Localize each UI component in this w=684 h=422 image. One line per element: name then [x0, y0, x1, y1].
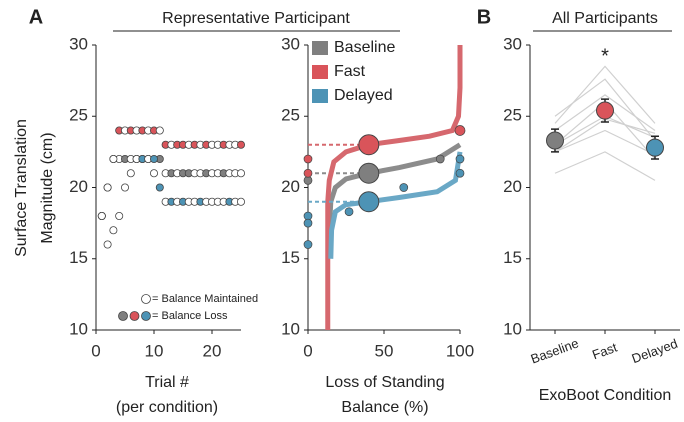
trial-point [103, 183, 112, 192]
level-point [303, 240, 313, 249]
level-point [303, 154, 313, 164]
threshold-point [358, 162, 380, 184]
x-axis-label: ExoBoot Condition [539, 387, 672, 404]
trial-point [149, 169, 158, 178]
legend-swatch [312, 41, 328, 55]
participant-line [554, 151, 656, 181]
legend-swatch [312, 65, 328, 79]
y-tick-label: 15 [69, 248, 88, 267]
y-tick-label: 15 [503, 248, 522, 267]
x-tick-label: Fast [590, 339, 619, 362]
trial-point [121, 183, 130, 192]
panel-title: Representative Participant [162, 10, 350, 27]
y-axis-label: Surface Translation [13, 119, 30, 257]
y-tick-label: 20 [503, 177, 522, 196]
mean-point [596, 101, 614, 120]
y-tick-label: 25 [503, 106, 522, 125]
y-tick-label: 15 [281, 248, 300, 267]
level-point [344, 207, 354, 217]
panel-label: B [477, 6, 491, 28]
trial-point [126, 169, 135, 178]
y-tick-label: 20 [69, 177, 88, 196]
trial-point [149, 154, 158, 163]
x-tick-group: Delayed [630, 336, 680, 366]
x-tick-label: 0 [91, 341, 100, 360]
level-point [454, 125, 466, 136]
legend-swatch [312, 89, 328, 103]
trial-point [236, 197, 245, 206]
legend-marker [141, 311, 151, 321]
panel-label: A [29, 6, 43, 28]
x-tick-label: 0 [303, 341, 312, 360]
x-tick-group: Baseline [529, 335, 581, 366]
trial-point [103, 240, 112, 249]
trial-point [109, 226, 118, 235]
legend-marker [129, 311, 140, 321]
significance-marker: * [601, 45, 609, 67]
level-point [455, 154, 465, 164]
x-tick-label: Delayed [630, 336, 680, 366]
threshold-point [358, 134, 380, 156]
x-tick-group: Fast [590, 339, 619, 362]
panel-title: All Participants [552, 10, 658, 27]
trial-point [155, 183, 164, 192]
legend-label: = Balance Maintained [152, 293, 258, 305]
level-point [303, 218, 313, 228]
trial-point [155, 126, 164, 135]
trial-point [115, 211, 124, 220]
trial-point [236, 169, 245, 178]
legend-label: = Balance Loss [152, 310, 228, 322]
participant-line [554, 94, 656, 131]
y-tick-label: 30 [281, 34, 300, 53]
x-axis-label: (per condition) [116, 399, 218, 416]
level-point [455, 168, 465, 178]
y-tick-label: 25 [69, 106, 88, 125]
x-axis-label: Loss of Standing [325, 374, 444, 391]
participant-line [554, 129, 656, 156]
trial-point [109, 154, 118, 163]
y-tick-label: 30 [69, 34, 88, 53]
y-axis-label: Magnitude (cm) [39, 132, 56, 243]
trial-point [97, 211, 106, 220]
legend-marker [118, 311, 128, 321]
legend-label: Fast [334, 63, 366, 80]
level-point [303, 168, 313, 178]
x-axis-label: Balance (%) [341, 399, 428, 416]
y-tick-label: 20 [281, 177, 300, 196]
y-tick-label: 10 [281, 319, 300, 338]
fit-curve [326, 142, 462, 231]
x-tick-label: 50 [375, 341, 394, 360]
threshold-point [358, 191, 380, 213]
legend-label: Delayed [334, 87, 393, 104]
legend-label: Baseline [334, 39, 395, 56]
level-point [399, 183, 409, 192]
y-tick-label: 30 [503, 34, 522, 53]
x-axis-label: Trial # [145, 374, 189, 391]
y-tick-label: 10 [503, 319, 522, 338]
participant-line [554, 78, 656, 141]
x-tick-label: Baseline [529, 335, 581, 366]
trial-point [236, 140, 245, 149]
x-tick-label: 20 [203, 341, 222, 360]
x-tick-label: 10 [145, 341, 164, 360]
mean-point [646, 138, 664, 157]
legend-marker [141, 294, 151, 304]
y-tick-label: 25 [281, 106, 300, 125]
x-tick-label: 100 [446, 341, 474, 360]
y-tick-label: 10 [69, 319, 88, 338]
mean-point [546, 131, 564, 150]
level-point [435, 154, 445, 164]
